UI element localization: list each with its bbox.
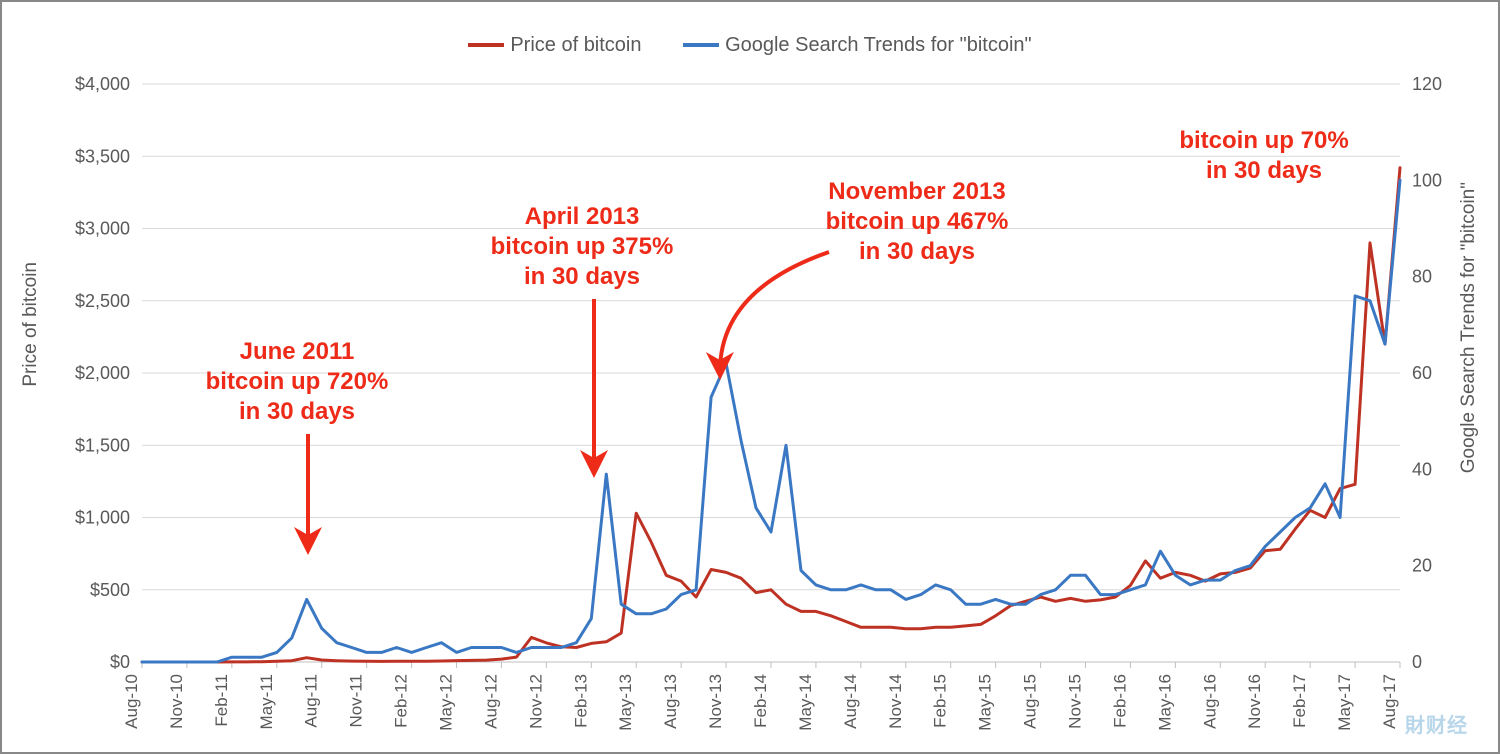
y-left-tick: $500	[90, 580, 130, 600]
legend-label-price: Price of bitcoin	[510, 34, 641, 57]
x-tick: Feb-11	[212, 674, 231, 727]
x-tick: May-12	[437, 674, 456, 731]
y-left-tick: $3,000	[75, 219, 130, 239]
y-right-tick: 40	[1412, 459, 1432, 479]
y-right-tick: 120	[1412, 74, 1442, 94]
annotation-a2013b: November 2013 bitcoin up 467% in 30 days	[826, 177, 1009, 267]
x-tick: Aug-15	[1021, 674, 1040, 729]
annotation-a2013a: April 2013 bitcoin up 375% in 30 days	[491, 202, 674, 292]
x-tick: Nov-14	[886, 674, 905, 729]
x-tick: Nov-15	[1066, 674, 1085, 729]
annotation-a2017: bitcoin up 70% in 30 days	[1179, 126, 1348, 186]
x-tick: May-17	[1335, 674, 1354, 731]
watermark: 財财经	[1405, 709, 1468, 738]
legend-item-price: Price of bitcoin	[468, 34, 641, 57]
x-tick: Feb-15	[931, 674, 950, 728]
x-tick: May-11	[257, 674, 276, 729]
legend-item-trends: Google Search Trends for "bitcoin"	[683, 34, 1032, 57]
x-tick: Aug-17	[1380, 674, 1399, 729]
x-tick: Nov-16	[1245, 674, 1264, 729]
x-tick: Aug-12	[481, 674, 500, 729]
y-left-tick: $4,000	[75, 74, 130, 94]
x-tick: Aug-13	[661, 674, 680, 729]
annotation-arrow	[720, 252, 829, 372]
y-left-tick: $0	[110, 652, 130, 672]
legend-label-trends: Google Search Trends for "bitcoin"	[725, 34, 1032, 57]
x-tick: Aug-16	[1200, 674, 1219, 729]
x-tick: Feb-16	[1110, 674, 1129, 728]
legend-swatch-trends	[683, 43, 719, 47]
y-axis-right-label: Google Search Trends for "bitcoin"	[1458, 182, 1480, 473]
x-tick: Nov-11	[347, 674, 366, 728]
annotation-a2011: June 2011 bitcoin up 720% in 30 days	[206, 337, 389, 427]
y-left-tick: $2,000	[75, 363, 130, 383]
legend: Price of bitcoin Google Search Trends fo…	[2, 30, 1498, 57]
x-tick: Feb-14	[751, 674, 770, 728]
x-tick: May-13	[616, 674, 635, 731]
y-right-tick: 0	[1412, 652, 1422, 672]
x-tick: Feb-13	[571, 674, 590, 728]
x-tick: May-16	[1155, 674, 1174, 731]
x-tick: Feb-12	[392, 674, 411, 728]
x-tick: Nov-10	[167, 674, 186, 729]
y-right-tick: 80	[1412, 267, 1432, 287]
y-left-tick: $2,500	[75, 291, 130, 311]
y-right-tick: 20	[1412, 556, 1432, 576]
y-left-tick: $3,500	[75, 146, 130, 166]
x-tick: Nov-12	[526, 674, 545, 729]
y-axis-left-label: Price of bitcoin	[20, 262, 42, 387]
y-left-tick: $1,500	[75, 435, 130, 455]
x-tick: May-14	[796, 674, 815, 731]
y-right-tick: 100	[1412, 170, 1442, 190]
chart-container: Price of bitcoin Google Search Trends fo…	[0, 0, 1500, 754]
x-tick: Feb-17	[1290, 674, 1309, 728]
legend-swatch-price	[468, 43, 504, 47]
x-tick: Aug-14	[841, 674, 860, 729]
x-tick: Nov-13	[706, 674, 725, 729]
y-right-tick: 60	[1412, 363, 1432, 383]
x-tick: Aug-10	[122, 674, 141, 729]
y-left-tick: $1,000	[75, 508, 130, 528]
x-tick: May-15	[976, 674, 995, 731]
x-tick: Aug-11	[302, 674, 321, 728]
